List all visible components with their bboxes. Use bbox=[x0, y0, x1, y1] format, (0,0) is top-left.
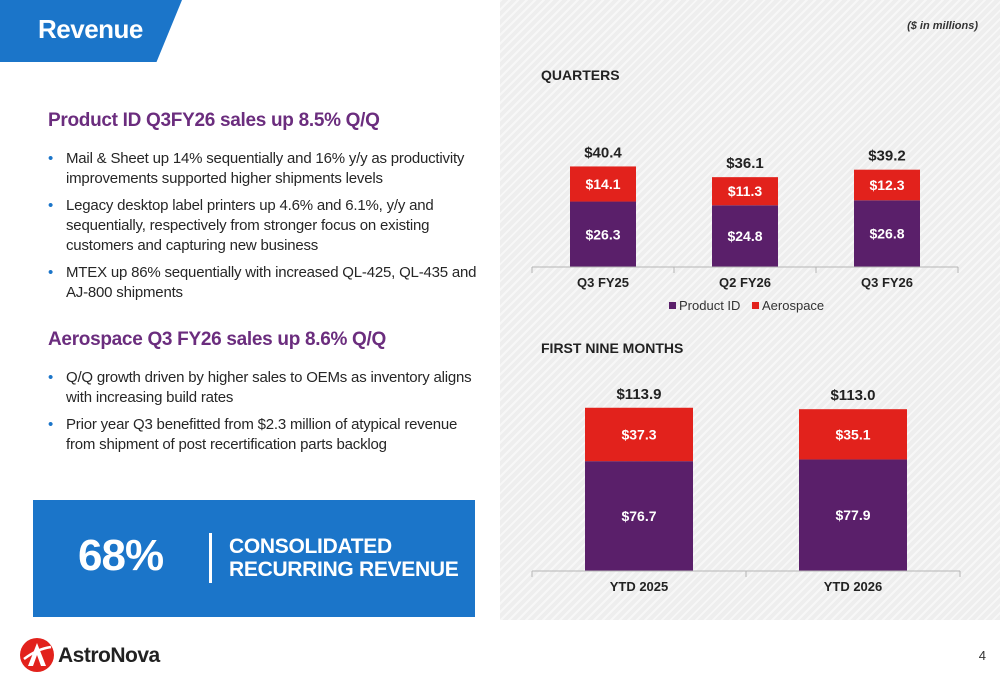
chart-ytd-title: FIRST NINE MONTHS bbox=[541, 340, 684, 356]
bullet-dot-icon: • bbox=[48, 197, 54, 214]
bullet-text: Prior year Q3 benefitted from $2.3 milli… bbox=[66, 416, 458, 453]
bullet-item: • Prior year Q3 benefitted from $2.3 mill… bbox=[48, 415, 488, 455]
callout-label-line2: RECURRING REVENUE bbox=[229, 558, 459, 581]
bar-aerospace-0-1 bbox=[712, 177, 778, 206]
chart-quarters-title: QUARTERS bbox=[541, 67, 620, 83]
chart-panel bbox=[500, 0, 1000, 620]
section-product-id-title: Product ID Q3FY26 sales up 8.5% Q/Q bbox=[48, 110, 380, 131]
page-number: 4 bbox=[978, 648, 986, 663]
bullet-text: Q/Q growth driven by higher sales to OEM… bbox=[66, 369, 472, 406]
legend-swatch-0 bbox=[669, 302, 676, 309]
recurring-revenue-value: 68% bbox=[78, 531, 164, 580]
section-product-id: Product ID Q3FY26 sales up 8.5% Q/Q • Mai… bbox=[48, 110, 488, 310]
bullet-dot-icon: • bbox=[48, 369, 54, 386]
bullet-item: • MTEX up 86% sequentially with increased… bbox=[48, 263, 488, 303]
bullet-item: • Q/Q growth driven by higher sales to OE… bbox=[48, 368, 488, 408]
category-tick-label: Q3 FY25 bbox=[577, 275, 629, 290]
slide-title: Revenue bbox=[38, 14, 143, 44]
category-tick-label: Q3 FY26 bbox=[861, 275, 913, 290]
bar-aerospace-0-2 bbox=[854, 169, 920, 201]
data-label: $37.3 bbox=[621, 426, 656, 442]
callout-label-line1: CONSOLIDATED bbox=[229, 535, 392, 558]
total-label: $40.4 bbox=[584, 144, 622, 161]
bar-product-id-1-0 bbox=[585, 461, 693, 571]
section-aerospace-title: Aerospace Q3 FY26 sales up 8.6% Q/Q bbox=[48, 329, 386, 350]
total-label: $36.1 bbox=[726, 155, 764, 172]
bar-product-id-1-1 bbox=[799, 459, 907, 571]
units-note: ($ in millions) bbox=[907, 20, 978, 32]
recurring-revenue-callout: 68% CONSOLIDATED RECURRING REVENUE bbox=[33, 500, 475, 617]
aerospace-bullets: • Q/Q growth driven by higher sales to OE… bbox=[48, 368, 488, 455]
bullet-item: • Mail & Sheet up 14% sequentially and 16… bbox=[48, 149, 488, 189]
legend-swatch-1 bbox=[752, 302, 759, 309]
data-label: $26.3 bbox=[585, 226, 620, 242]
recurring-revenue-label: CONSOLIDATED RECURRING REVENUE bbox=[229, 535, 459, 581]
total-label: $113.9 bbox=[616, 386, 661, 403]
title-tab bbox=[0, 0, 182, 62]
astronova-logo-icon bbox=[20, 638, 54, 672]
total-label: $113.0 bbox=[830, 387, 875, 404]
bar-product-id-0-2 bbox=[854, 200, 920, 267]
bullet-text: MTEX up 86% sequentially with increased … bbox=[66, 264, 477, 301]
bar-aerospace-0-0 bbox=[570, 166, 636, 202]
category-tick-label: Q2 FY26 bbox=[719, 275, 771, 290]
data-label: $35.1 bbox=[835, 426, 870, 442]
total-label: $39.2 bbox=[868, 148, 906, 165]
legend-entry: Product ID bbox=[679, 298, 740, 313]
bullet-dot-icon: • bbox=[48, 416, 54, 433]
bullet-text: Mail & Sheet up 14% sequentially and 16%… bbox=[66, 150, 465, 187]
data-label: $12.3 bbox=[869, 177, 904, 193]
data-label: $24.8 bbox=[727, 228, 762, 244]
callout-divider bbox=[209, 533, 212, 583]
bar-product-id-0-1 bbox=[712, 205, 778, 267]
product-id-bullets: • Mail & Sheet up 14% sequentially and 16… bbox=[48, 149, 488, 303]
data-label: $11.3 bbox=[728, 183, 762, 199]
bullet-dot-icon: • bbox=[48, 264, 54, 281]
bullet-text: Legacy desktop label printers up 4.6% an… bbox=[66, 197, 434, 254]
category-tick-label: YTD 2026 bbox=[824, 579, 883, 594]
data-label: $76.7 bbox=[621, 508, 656, 524]
category-tick-label: YTD 2025 bbox=[610, 579, 669, 594]
data-label: $77.9 bbox=[835, 507, 870, 523]
data-label: $26.8 bbox=[869, 226, 904, 242]
bar-aerospace-1-0 bbox=[585, 407, 693, 462]
bar-aerospace-1-1 bbox=[799, 409, 907, 460]
bar-product-id-0-0 bbox=[570, 201, 636, 267]
logo-text: AstroNova bbox=[58, 644, 160, 667]
bullet-dot-icon: • bbox=[48, 150, 54, 167]
legend-entry: Aerospace bbox=[762, 298, 824, 313]
section-aerospace: Aerospace Q3 FY26 sales up 8.6% Q/Q • Q/Q… bbox=[48, 329, 488, 462]
data-label: $14.1 bbox=[585, 176, 620, 192]
bullet-item: • Legacy desktop label printers up 4.6% a… bbox=[48, 196, 488, 256]
